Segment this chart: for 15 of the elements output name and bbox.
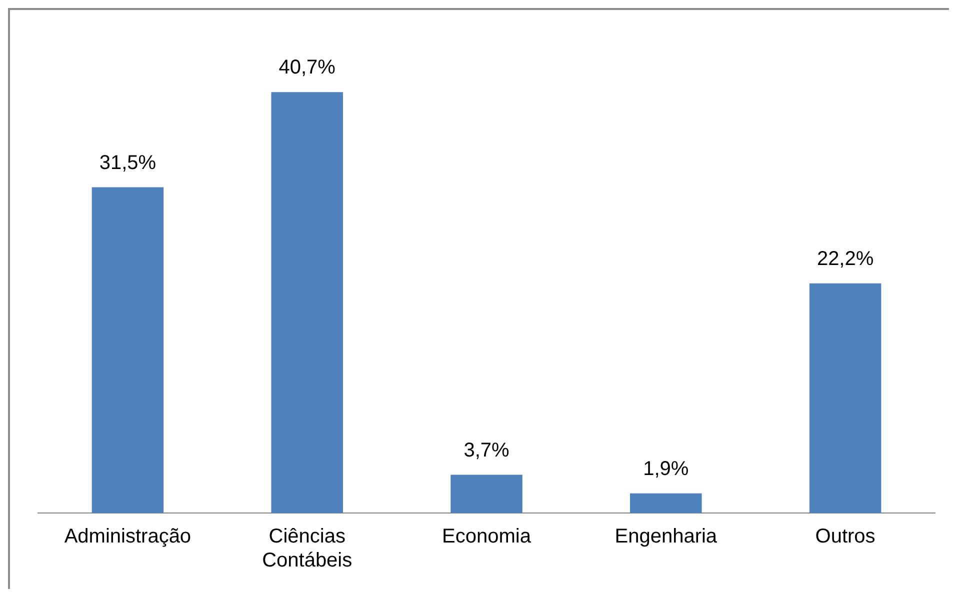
x-tick-label: Economia <box>442 526 532 548</box>
bar <box>92 187 164 513</box>
bar <box>809 283 882 513</box>
data-label: 31,5% <box>99 152 156 174</box>
x-tick-label: Engenharia <box>614 526 718 548</box>
x-tick-label: Ciências Contábeis <box>262 526 352 572</box>
bar <box>450 474 522 513</box>
bar <box>630 493 702 513</box>
data-label: 22,2% <box>816 248 874 270</box>
data-label: 3,7% <box>464 439 510 462</box>
x-tick-label: Outros <box>815 526 876 548</box>
x-tick-label: Administração <box>64 526 192 548</box>
data-label: 40,7% <box>278 56 336 79</box>
data-label: 1,9% <box>643 458 689 480</box>
bar <box>271 92 343 513</box>
